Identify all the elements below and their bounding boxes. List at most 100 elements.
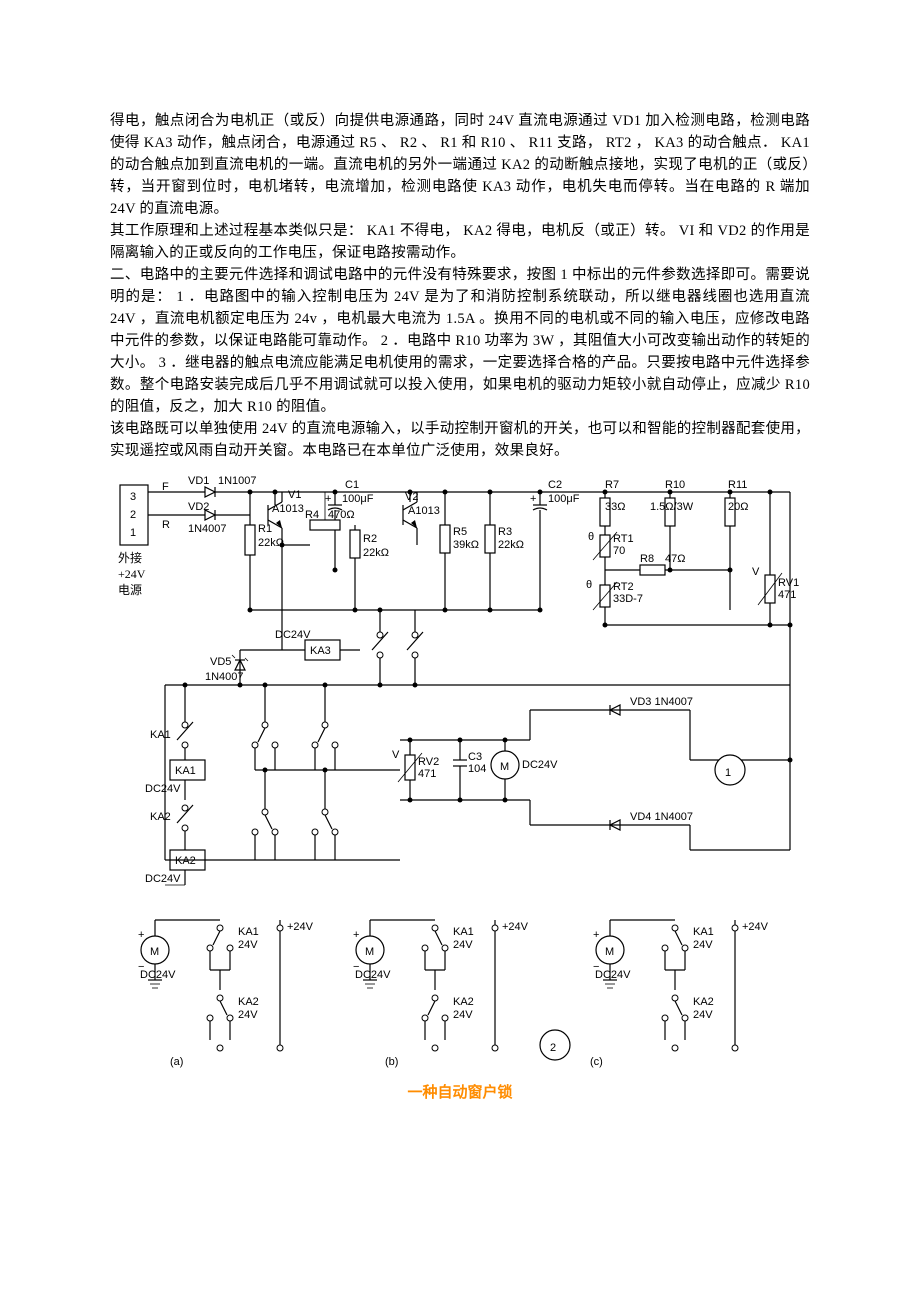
svg-text:+: +	[138, 929, 144, 941]
svg-text:+: +	[325, 493, 331, 505]
r8-value: 47Ω	[665, 553, 685, 565]
r2-label: R2	[363, 533, 377, 545]
r5-value: 39kΩ	[453, 539, 479, 551]
vd2-label: VD2	[188, 501, 209, 513]
r1-value: 22kΩ	[258, 537, 284, 549]
vd3-label: VD3 1N4007	[630, 696, 693, 708]
sub-a-ka2-v: 24V	[238, 1009, 258, 1021]
sub-b-ka2: KA2	[453, 996, 474, 1008]
paragraph-2: 其工作原理和上述过程基本类似只是： KA1 不得电， KA2 得电，电机反（或正…	[110, 220, 810, 264]
theta-1: θ	[588, 531, 594, 543]
c3-value: 104	[468, 763, 486, 775]
c2-value: 100μF	[548, 493, 580, 505]
r-label: R	[162, 519, 170, 531]
r7-value: 33Ω	[605, 501, 625, 513]
figure-caption: 一种自动窗户锁	[110, 1081, 810, 1102]
rt1-value: 70	[613, 545, 625, 557]
paragraph-3: 二、电路中的主要元件选择和调试电路中的元件没有特殊要求，按图 1 中标出的元件参…	[110, 264, 810, 418]
r1-label: R1	[258, 523, 272, 535]
sub-b-dc24v: DC24V	[355, 969, 391, 981]
paragraph-1: 得电，触点闭合为电机正（或反）向提供电源通路，同时 24V 直流电源通过 VD1…	[110, 110, 810, 220]
subcircuit-c: M + − DC24V KA1 24V +24V KA2 24V (	[590, 920, 769, 1068]
c1-value: 100μF	[342, 493, 374, 505]
circle-2: 2	[550, 1042, 556, 1054]
svg-text:+: +	[530, 493, 536, 505]
rv2-label: RV2	[418, 756, 439, 768]
vd5-label: VD5	[210, 656, 231, 668]
ka2-contact-label: KA2	[150, 811, 171, 823]
ka1-coil-label: KA1	[175, 765, 196, 777]
sub-b-ka2-v: 24V	[453, 1009, 473, 1021]
dc24v-ka2: DC24V	[145, 873, 181, 885]
theta-2: θ	[586, 579, 592, 591]
sub-b-ka1: KA1	[453, 926, 474, 938]
sub-a-24v: +24V	[287, 921, 314, 933]
r4-value: 470Ω	[328, 509, 355, 521]
svg-text:M: M	[150, 946, 159, 958]
r7-label: R7	[605, 479, 619, 491]
c3-label: C3	[468, 751, 482, 763]
r11-label: R11	[728, 479, 747, 491]
sub-b-ka1-v: 24V	[453, 939, 473, 951]
sub-a-ka2: KA2	[238, 996, 259, 1008]
rv1-label: RV1	[778, 577, 799, 589]
sub-a-ka1: KA1	[238, 926, 259, 938]
r2-value: 22kΩ	[363, 547, 389, 559]
vd2-type: 1N4007	[188, 523, 227, 535]
sub-c-ka2-v: 24V	[693, 1009, 713, 1021]
vd1-label: VD1	[188, 475, 209, 487]
sub-c-label: (c)	[590, 1056, 603, 1068]
v1-label: V1	[288, 489, 301, 501]
circuit-diagram-figure: 3 2 1 外接 +24V 电源 F R VD1 1N1007 VD2 1N40…	[110, 470, 810, 1075]
circle-1: 1	[725, 767, 731, 779]
r10-label: R10	[665, 479, 685, 491]
dc24v-ka3: DC24V	[275, 629, 311, 641]
ext-power-label-3: 电源	[118, 583, 142, 597]
r4-label: R4	[305, 509, 319, 521]
r3-value: 22kΩ	[498, 539, 524, 551]
dc24v-ka1: DC24V	[145, 783, 181, 795]
rv2-value: 471	[418, 768, 436, 780]
ka2-coil-label: KA2	[175, 855, 196, 867]
ka1-contact-label: KA1	[150, 729, 171, 741]
vd4-label: VD4 1N4007	[630, 811, 693, 823]
rt2-label: RT2	[613, 581, 634, 593]
r5-label: R5	[453, 526, 467, 538]
motor-m: M	[500, 761, 509, 773]
sub-c-ka2: KA2	[693, 996, 714, 1008]
r11-value: 20Ω	[728, 501, 748, 513]
c1-label: C1	[345, 479, 359, 491]
sub-c-ka1-v: 24V	[693, 939, 713, 951]
motor-dc24v: DC24V	[522, 759, 558, 771]
rt2-value: 33D-7	[613, 593, 643, 605]
terminal-3: 3	[130, 491, 136, 503]
rt1-label: RT1	[613, 533, 634, 545]
r3-label: R3	[498, 526, 512, 538]
circuit-svg: 3 2 1 外接 +24V 电源 F R VD1 1N1007 VD2 1N40…	[110, 470, 810, 1070]
terminal-1: 1	[130, 527, 136, 539]
r10-value: 1.5Ω/3W	[650, 501, 694, 513]
svg-text:M: M	[365, 946, 374, 958]
svg-text:V: V	[752, 566, 760, 578]
sub-c-24v: +24V	[742, 921, 769, 933]
sub-a-ka1-v: 24V	[238, 939, 258, 951]
v2-label: V2	[405, 491, 418, 503]
svg-text:+: +	[353, 929, 359, 941]
svg-text:V: V	[392, 749, 400, 761]
f-label: F	[162, 481, 169, 493]
sub-b-label: (b)	[385, 1056, 398, 1068]
sub-b-24v: +24V	[502, 921, 529, 933]
vd5-type: 1N4007	[205, 671, 244, 683]
vd1-type: 1N1007	[218, 475, 257, 487]
ext-power-label-1: 外接	[118, 550, 142, 565]
subcircuit-b: M + − DC24V KA1 24V +24V KA2 24V (	[353, 920, 529, 1068]
sub-c-ka1: KA1	[693, 926, 714, 938]
svg-text:M: M	[605, 946, 614, 958]
sub-a-dc24v: DC24V	[140, 969, 176, 981]
terminal-2: 2	[130, 509, 136, 521]
svg-text:+: +	[593, 929, 599, 941]
paragraph-4: 该电路既可以单独使用 24V 的直流电源输入，以手动控制开窗机的开关，也可以和智…	[110, 418, 810, 462]
rv1-value: 471	[778, 589, 796, 601]
v2-type: A1013	[408, 505, 440, 517]
v1-type: A1013	[272, 503, 304, 515]
